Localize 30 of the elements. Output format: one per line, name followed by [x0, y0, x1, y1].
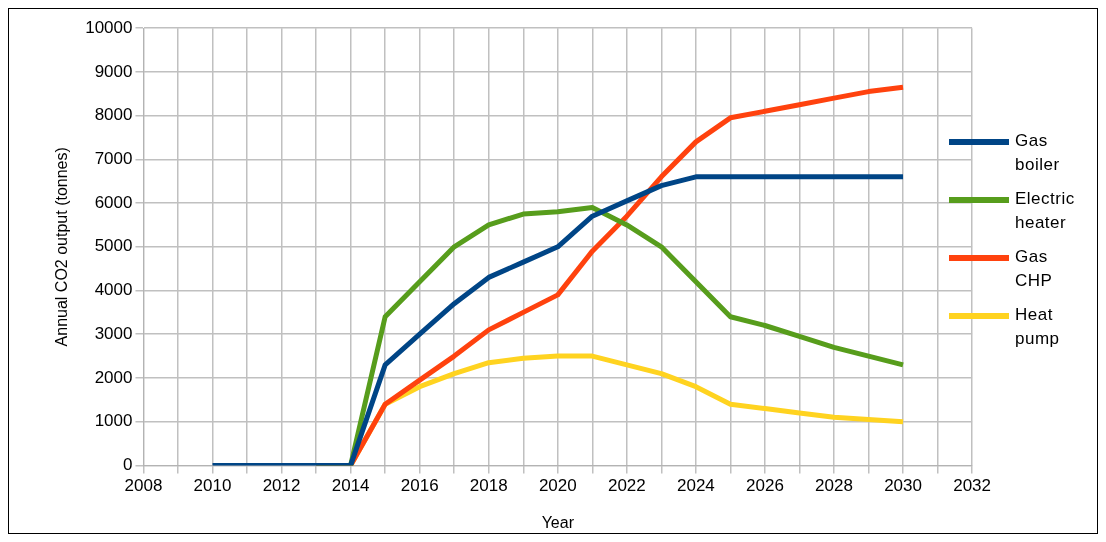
x-tick-label: 2020 [538, 476, 577, 496]
x-tick-label: 2024 [676, 476, 715, 496]
y-tick-label: 4000 [94, 280, 133, 300]
y-tick-label: 2000 [94, 367, 133, 387]
x-tick-label: 2014 [331, 476, 370, 496]
y-tick-label: 10000 [85, 17, 133, 37]
legend-label: Gas CHP [1015, 246, 1054, 292]
legend-label: Heat pump [1015, 304, 1061, 350]
y-axis-title: Annual CO2 output (tonnes) [53, 147, 71, 347]
x-axis-title: Year [541, 513, 575, 531]
x-tick-label: 2018 [469, 476, 508, 496]
y-tick-label: 6000 [94, 192, 133, 212]
x-tick-label: 2026 [746, 476, 784, 496]
x-tick-label: 2028 [815, 476, 853, 496]
x-tick-label: 2022 [607, 476, 646, 496]
y-tick-label: 1000 [94, 411, 133, 431]
y-tick-label: 8000 [94, 105, 133, 125]
y-tick-label: 0 [123, 455, 133, 475]
y-tick-label: 5000 [94, 236, 133, 256]
x-tick-label: 2016 [400, 476, 439, 496]
x-tick-label: 2008 [124, 476, 163, 496]
x-tick-label: 2030 [884, 476, 922, 496]
legend-label: Electric heater [1015, 188, 1076, 234]
x-tick-label: 2032 [953, 476, 991, 496]
y-tick-label: 9000 [94, 61, 133, 81]
y-tick-label: 3000 [94, 323, 133, 343]
y-tick-label: 7000 [94, 149, 133, 169]
legend-label: Gas boiler [1015, 130, 1061, 176]
x-tick-label: 2010 [193, 476, 232, 496]
x-tick-label: 2012 [262, 476, 301, 496]
